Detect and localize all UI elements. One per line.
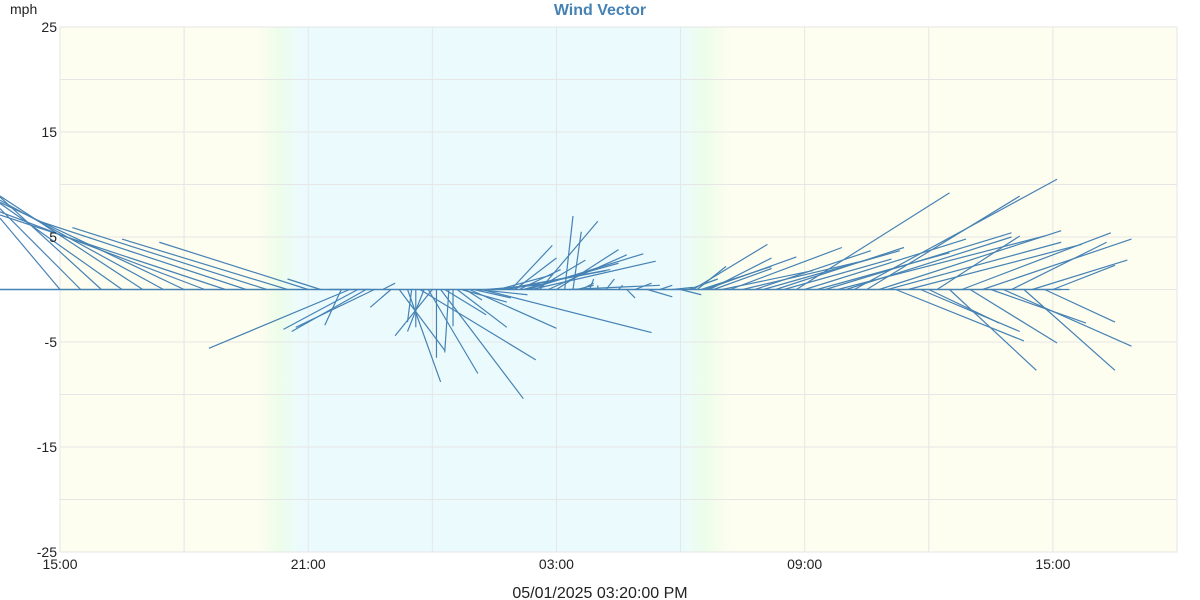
wind-vector — [854, 178, 1058, 291]
wind-vector — [514, 257, 557, 290]
wind-vector — [208, 288, 350, 349]
wind-vector — [0, 211, 206, 291]
x-tick-label: 03:00 — [539, 556, 574, 572]
wind-vector — [1003, 288, 1132, 347]
chart-title: Wind Vector — [554, 2, 646, 19]
wind-vector — [121, 238, 288, 291]
wind-vector — [465, 288, 483, 301]
wind-vector — [473, 288, 512, 299]
wind-vector — [895, 288, 1025, 342]
wind-vector — [564, 215, 574, 290]
wind-vector — [907, 243, 1082, 291]
y-tick-label: -5 — [45, 334, 58, 350]
wind-vector — [742, 259, 867, 291]
y-tick-label: 15 — [41, 124, 57, 140]
wind-vector — [295, 288, 375, 328]
y-axis-unit-label: mph — [10, 1, 37, 17]
wind-vector — [961, 232, 1112, 291]
wind-vector — [1032, 259, 1128, 291]
wind-vector — [394, 289, 433, 337]
wind-vector — [796, 192, 950, 291]
wind-vector — [845, 236, 1012, 291]
wind-vector — [547, 254, 628, 291]
wind-vector — [444, 289, 450, 353]
wind-vector — [928, 288, 1000, 324]
wind-vector — [647, 288, 673, 298]
wind-vector — [969, 288, 1058, 344]
wind-vector — [369, 289, 392, 308]
wind-vector — [324, 289, 342, 326]
wind-vector — [825, 232, 1012, 291]
wind-vector — [440, 289, 524, 400]
wind-vector — [398, 289, 446, 351]
wind-vector — [510, 244, 553, 290]
y-tick-label: 5 — [49, 229, 57, 245]
wind-vector — [588, 278, 595, 290]
wind-vector — [866, 195, 1021, 291]
wind-vector — [605, 278, 615, 290]
wind-vector — [1052, 264, 1116, 291]
wind-vector — [572, 231, 582, 290]
wind-vector — [1023, 289, 1116, 371]
x-tick-label: 15:00 — [42, 556, 77, 572]
wind-vector — [0, 195, 144, 291]
wind-vector — [444, 288, 487, 316]
wind-vector — [481, 288, 652, 334]
x-tick-label: 15:00 — [1035, 556, 1070, 572]
x-axis: 15:00 21:00 03:00 09:00 15:00 — [42, 556, 1070, 572]
wind-vector — [159, 241, 309, 291]
wind-vector — [0, 208, 82, 290]
wind-vector — [754, 250, 872, 291]
wind-vector — [982, 238, 1132, 291]
wind-vector — [531, 260, 656, 291]
wind-vector — [949, 289, 1037, 371]
x-tick-label: 09:00 — [787, 556, 822, 572]
wind-vector — [406, 289, 442, 383]
grid-lines — [59, 26, 1178, 553]
wind-vector — [382, 282, 396, 291]
y-tick-label: -25 — [37, 544, 57, 560]
wind-vector — [783, 258, 892, 291]
wind-vector — [0, 202, 123, 290]
wind-vector — [936, 235, 1021, 291]
wind-vector — [626, 289, 636, 299]
wind-vector — [469, 288, 557, 329]
wind-vector — [713, 267, 772, 291]
wind-vector — [283, 288, 359, 330]
y-tick-label: -15 — [37, 439, 57, 455]
wind-vector — [692, 243, 768, 291]
wind-vector — [39, 220, 247, 291]
wind-vector — [287, 278, 321, 291]
wind-vector — [1011, 241, 1107, 291]
wind-vector — [729, 246, 843, 291]
wind-vector — [291, 288, 367, 333]
wind-vector — [920, 288, 1021, 333]
wind-vector — [696, 265, 727, 290]
wind-vector — [406, 289, 413, 323]
y-axis: 25 15 5 -5 -15 -25 — [37, 19, 57, 560]
wind-vector — [419, 288, 537, 361]
wind-vector — [680, 288, 702, 296]
wind-vector — [72, 226, 268, 291]
wind-vector — [878, 230, 1062, 291]
wind-vector — [709, 257, 772, 291]
y-tick-label: 25 — [41, 19, 57, 35]
timestamp-label: 05/01/2025 03:20:00 PM — [512, 585, 687, 600]
wind-vector — [0, 214, 226, 291]
wind-vector — [556, 249, 619, 291]
wind-vector — [763, 250, 900, 291]
x-tick-label: 21:00 — [291, 556, 326, 572]
wind-vector — [775, 246, 905, 291]
wind-vector — [990, 288, 1087, 324]
wind-vector — [634, 282, 652, 291]
wind-vector — [804, 238, 967, 291]
wind-vector — [0, 217, 61, 290]
wind-vector — [456, 289, 508, 328]
wind-vector — [1044, 288, 1116, 323]
wind-vector — [0, 196, 102, 290]
